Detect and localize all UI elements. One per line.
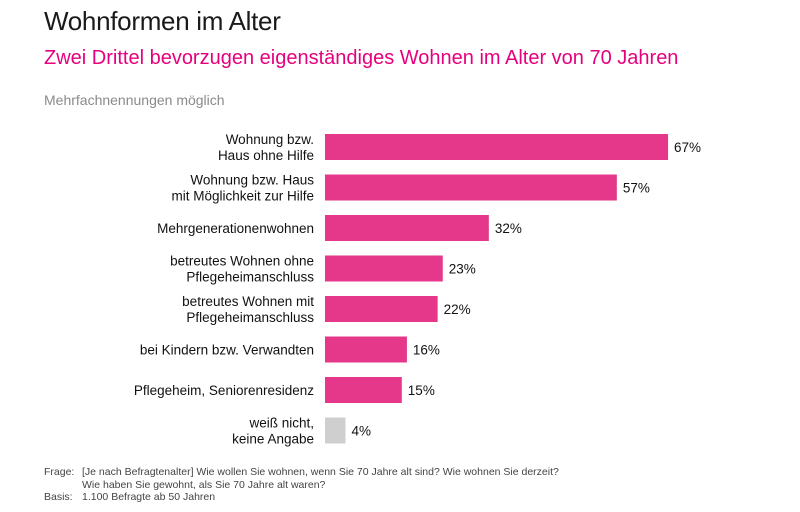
value-label-4: 22% — [444, 302, 471, 317]
bar-4 — [325, 296, 438, 322]
category-label-line: keine Angabe — [232, 432, 314, 447]
category-label-line: mit Möglichkeit zur Hilfe — [171, 189, 314, 204]
footer-basis-text: 1.100 Befragte ab 50 Jahren — [82, 491, 216, 503]
value-label-0: 67% — [674, 140, 701, 155]
footer-basis-row: Basis: 1.100 Befragte ab 50 Jahren — [44, 491, 559, 504]
chart-subtitle: Zwei Drittel bevorzugen eigenständiges W… — [44, 47, 679, 69]
footer-basis-key: Basis: — [44, 491, 73, 503]
value-label-7: 4% — [351, 424, 371, 439]
bar-0 — [325, 134, 669, 160]
value-label-5: 16% — [413, 343, 440, 358]
bar-chart: 67% Wohnung bzw. Haus ohne Hilfe 57% Wohnung… — [134, 132, 701, 447]
value-label-1: 57% — [623, 181, 650, 196]
category-label-line: weiß nicht, — [248, 416, 314, 431]
category-label-line: Mehrgenerationenwohnen — [157, 221, 314, 236]
value-label-2: 32% — [495, 221, 522, 236]
chart-title: Wohnformen im Alter — [44, 6, 281, 36]
bar-7 — [325, 417, 346, 444]
chart-note: Mehrfachnennungen möglich — [44, 92, 225, 108]
category-label-line: Pflegeheimanschluss — [186, 270, 314, 285]
category-label-7: weiß nicht, keine Angabe — [232, 416, 314, 447]
value-label-6: 15% — [408, 383, 435, 398]
category-label-1: Wohnung bzw. Haus mit Möglichkeit zur Hil… — [171, 173, 314, 204]
category-label-4: betreutes Wohnen mit Pflegeheimanschluss — [182, 294, 314, 325]
category-label-line: betreutes Wohnen ohne — [170, 254, 314, 269]
bar-2 — [325, 215, 489, 241]
bar-5 — [325, 336, 407, 363]
value-label-3: 23% — [449, 262, 476, 277]
category-label-line: Wohnung bzw. — [226, 132, 314, 147]
bar-6 — [325, 377, 402, 403]
category-label-3: betreutes Wohnen ohne Pflegeheimanschluss — [170, 254, 314, 285]
category-label-line: bei Kindern bzw. Verwandten — [140, 343, 314, 358]
category-label-line: betreutes Wohnen mit — [182, 294, 314, 309]
footer-question-text: [Je nach Befragtenalter] Wie wollen Sie … — [82, 466, 559, 491]
chart-footer: Frage: [Je nach Befragtenalter] Wie woll… — [44, 466, 559, 504]
category-label-line: Wohnung bzw. Haus — [190, 173, 314, 188]
category-label-line: Pflegeheimanschluss — [186, 310, 314, 325]
category-label-2: Mehrgenerationenwohnen — [157, 221, 314, 236]
bar-3 — [325, 255, 443, 282]
footer-question-key: Frage: — [44, 466, 75, 478]
footer-question-row: Frage: [Je nach Befragtenalter] Wie woll… — [44, 466, 559, 491]
bar-1 — [325, 174, 617, 201]
category-label-line: Haus ohne Hilfe — [218, 148, 314, 163]
category-label-line: Pflegeheim, Seniorenresidenz — [134, 383, 314, 398]
category-label-5: bei Kindern bzw. Verwandten — [140, 343, 314, 358]
category-label-6: Pflegeheim, Seniorenresidenz — [134, 383, 314, 398]
category-label-0: Wohnung bzw. Haus ohne Hilfe — [218, 132, 314, 163]
